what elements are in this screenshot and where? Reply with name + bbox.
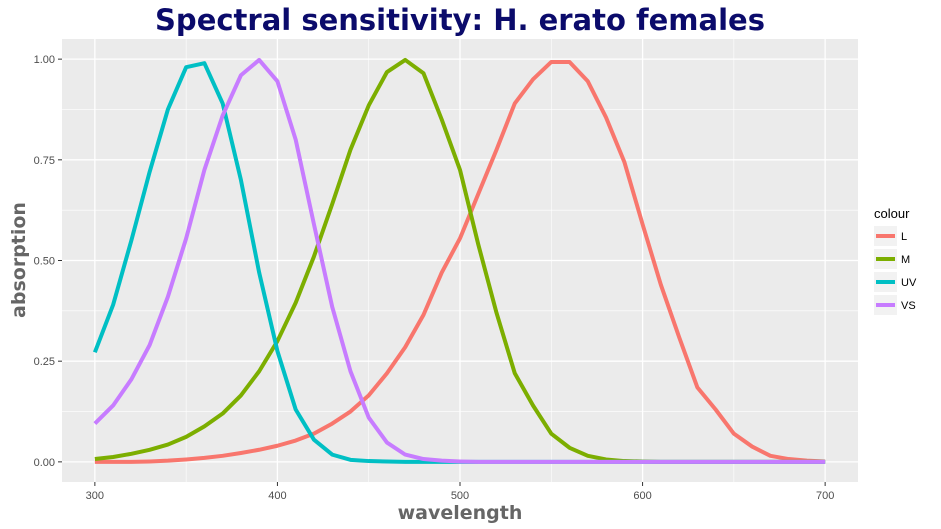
y-tick-label: 0.50	[34, 256, 55, 268]
series-lines	[92, 57, 826, 464]
x-tick-label: 500	[451, 490, 469, 502]
legend: colour LM UV VS	[874, 206, 917, 315]
y-tick-label: 0.00	[34, 457, 55, 469]
chart-title: Spectral sensitivity: H. erato females	[155, 3, 765, 37]
series-line-l	[94, 59, 826, 464]
y-tick-label: 0.25	[34, 356, 55, 368]
x-tick-label: 600	[633, 490, 651, 502]
y-tick-label: 1.00	[34, 54, 55, 66]
legend-label-uv: UV	[901, 277, 917, 289]
legend-label-m: M	[901, 254, 910, 266]
y-tick-label: 0.75	[34, 155, 55, 167]
x-tick-label: 700	[816, 490, 834, 502]
x-axis-ticks: 300 400 500 600 700	[86, 482, 834, 502]
legend-items: LM UV VS	[874, 226, 917, 315]
x-tick-label: 400	[268, 490, 286, 502]
x-tick-label: 300	[86, 490, 104, 502]
x-axis-title: wavelength	[398, 502, 523, 524]
legend-label-vs: VS	[901, 300, 916, 312]
y-axis-ticks: 0.00 0.25 0.50 0.75 1.00	[34, 54, 62, 469]
legend-title: colour	[874, 206, 910, 221]
legend-label-l: L	[901, 231, 907, 243]
y-axis-title: absorption	[8, 202, 30, 318]
series-line-vs	[93, 57, 826, 464]
